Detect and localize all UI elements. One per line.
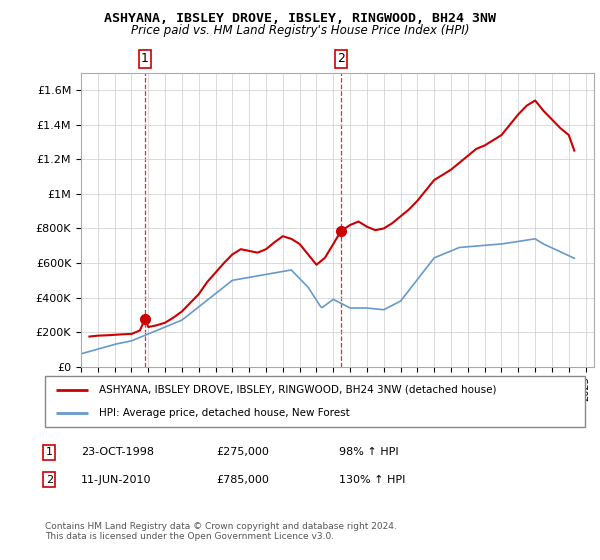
Text: 2: 2 xyxy=(46,475,53,485)
Text: Contains HM Land Registry data © Crown copyright and database right 2024.
This d: Contains HM Land Registry data © Crown c… xyxy=(45,522,397,542)
Text: 11-JUN-2010: 11-JUN-2010 xyxy=(81,475,151,485)
Text: Price paid vs. HM Land Registry's House Price Index (HPI): Price paid vs. HM Land Registry's House … xyxy=(131,24,469,37)
FancyBboxPatch shape xyxy=(45,376,585,427)
Text: HPI: Average price, detached house, New Forest: HPI: Average price, detached house, New … xyxy=(99,408,350,418)
Text: 130% ↑ HPI: 130% ↑ HPI xyxy=(339,475,406,485)
Text: £275,000: £275,000 xyxy=(216,447,269,458)
Text: ASHYANA, IBSLEY DROVE, IBSLEY, RINGWOOD, BH24 3NW: ASHYANA, IBSLEY DROVE, IBSLEY, RINGWOOD,… xyxy=(104,12,496,25)
Text: 1: 1 xyxy=(46,447,53,458)
Text: 2: 2 xyxy=(337,53,345,66)
Text: 98% ↑ HPI: 98% ↑ HPI xyxy=(339,447,398,458)
Text: 23-OCT-1998: 23-OCT-1998 xyxy=(81,447,154,458)
Text: 1: 1 xyxy=(141,53,149,66)
Text: £785,000: £785,000 xyxy=(216,475,269,485)
Text: ASHYANA, IBSLEY DROVE, IBSLEY, RINGWOOD, BH24 3NW (detached house): ASHYANA, IBSLEY DROVE, IBSLEY, RINGWOOD,… xyxy=(99,385,497,395)
